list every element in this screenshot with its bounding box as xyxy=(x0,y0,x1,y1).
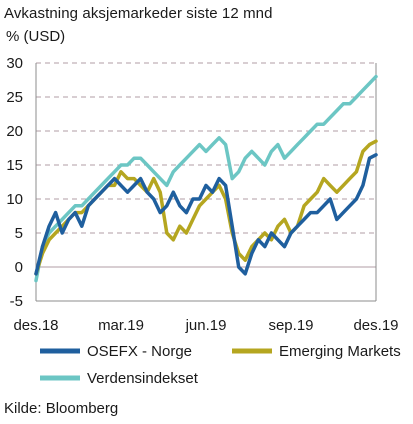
gridlines xyxy=(36,62,376,268)
legend: OSEFX - Norge Emerging Markets Verdensinde… xyxy=(40,343,401,387)
x-tick-label: des.18 xyxy=(13,317,58,334)
series-lines xyxy=(34,74,378,283)
legend-label-em: Emerging Markets xyxy=(279,343,401,360)
series-line-osefx xyxy=(34,153,378,276)
plot-frame xyxy=(35,63,377,302)
x-tick-label: des.19 xyxy=(353,317,398,334)
x-tick-label: sep.19 xyxy=(268,317,313,334)
x-tick-label: mar.19 xyxy=(98,317,144,334)
x-tick-labels: des.18 mar.19 jun.19 sep.19 des.19 xyxy=(13,317,398,334)
y-tick-label: 10 xyxy=(6,191,23,208)
y-tick-label: 5 xyxy=(15,225,23,242)
legend-label-world: Verdensindekset xyxy=(87,370,199,387)
y-tick-label: -5 xyxy=(10,293,23,310)
y-axis-unit: % (USD) xyxy=(6,28,66,45)
legend-label-osefx: OSEFX - Norge xyxy=(87,343,192,360)
x-tick-label: jun.19 xyxy=(185,317,227,334)
y-tick-label: 30 xyxy=(6,55,23,72)
source-note: Kilde: Bloomberg xyxy=(4,400,119,417)
y-tick-label: 15 xyxy=(6,157,23,174)
y-tick-label: 0 xyxy=(15,259,23,276)
chart-title: Avkastning aksjemarkeder siste 12 mnd xyxy=(4,5,273,22)
series-line-world xyxy=(34,74,378,283)
y-tick-label: 25 xyxy=(6,89,23,106)
y-tick-label: 20 xyxy=(6,123,23,140)
y-tick-labels: -5 0 5 10 15 20 25 30 xyxy=(6,55,23,310)
